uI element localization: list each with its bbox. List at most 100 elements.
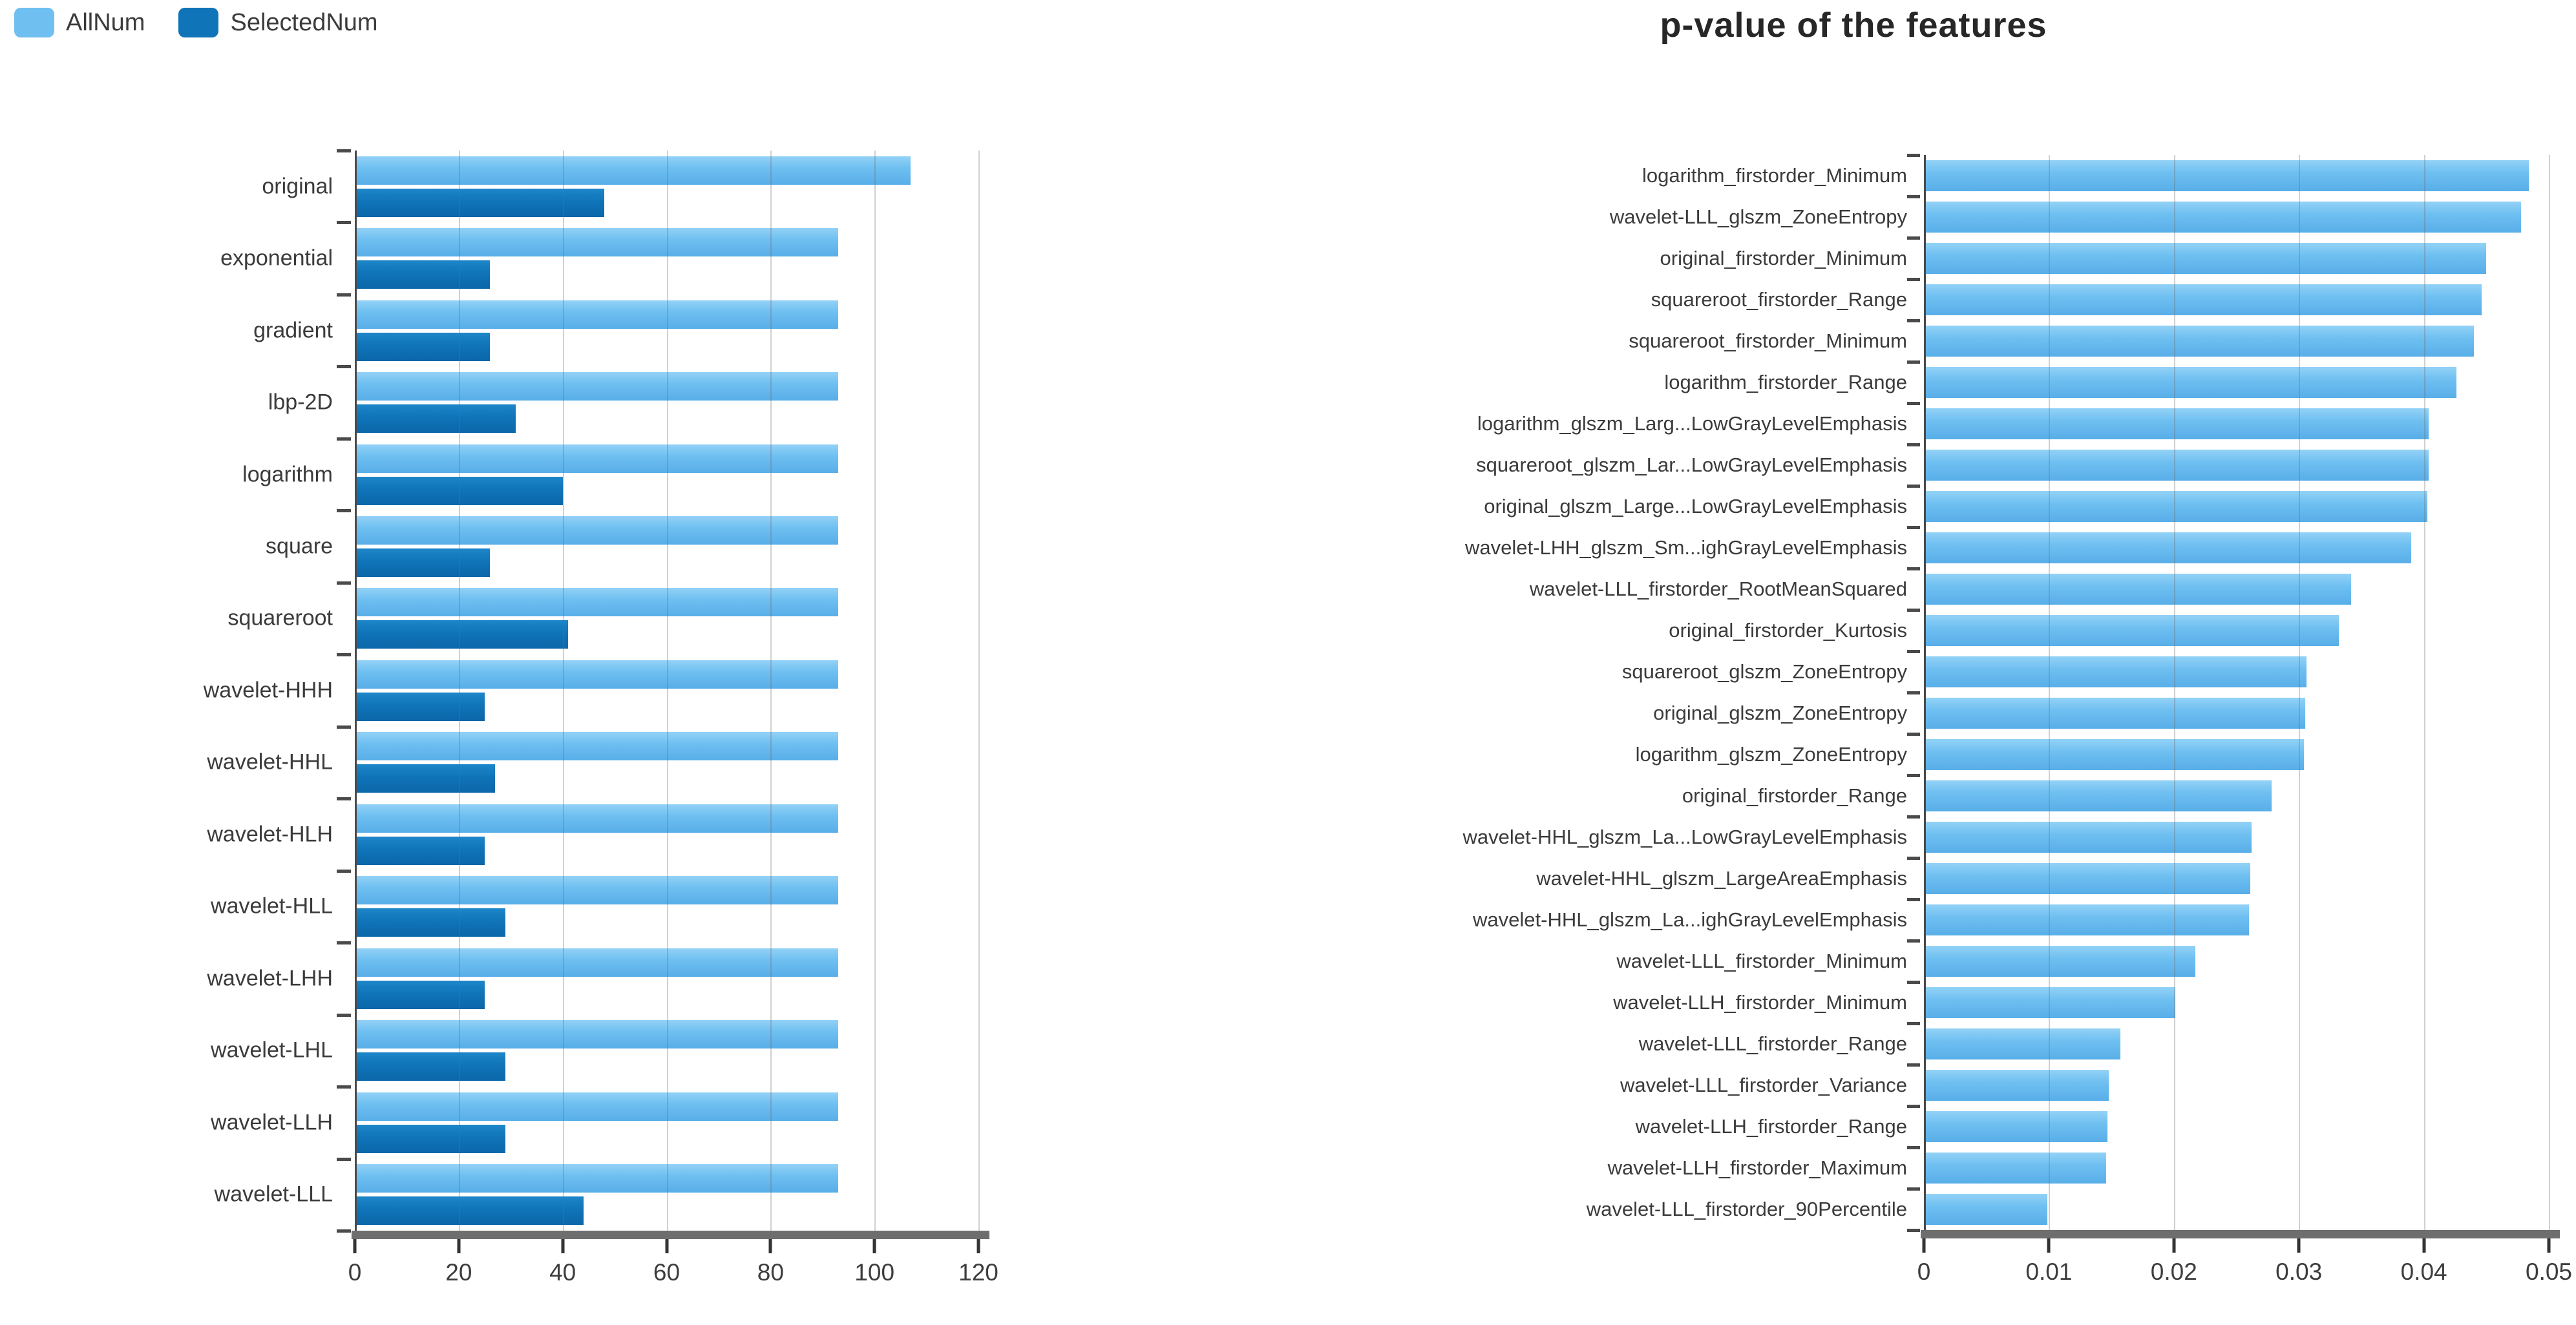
- feature-label: squareroot_glszm_Lar...LowGrayLevelEmpha…: [1476, 454, 1907, 476]
- pvalue-bar: [1924, 202, 2522, 233]
- y-axis-line: [355, 151, 357, 1231]
- selectednum-bar: [355, 476, 563, 505]
- selectednum-bar: [355, 908, 506, 937]
- category-row: square: [266, 510, 978, 582]
- feature-row: logarithm_glszm_Larg...LowGrayLevelEmpha…: [1477, 403, 2549, 444]
- y-axis-tick: [337, 293, 351, 297]
- pvalue-bar: [1924, 698, 2305, 729]
- y-axis-tick: [1907, 278, 1920, 281]
- gridline: [874, 151, 876, 1231]
- feature-label: original_glszm_ZoneEntropy: [1653, 702, 1907, 724]
- feature-label: wavelet-LLH_firstorder_Range: [1635, 1115, 1907, 1138]
- x-axis-tick-label: 0.04: [2400, 1258, 2447, 1285]
- gridline: [2549, 155, 2550, 1230]
- y-axis-tick: [1907, 402, 1920, 405]
- feature-label: wavelet-HHL_glszm_LargeAreaEmphasis: [1536, 867, 1907, 890]
- y-axis-tick: [1907, 236, 1920, 240]
- feature-label: wavelet-HHL_glszm_La...ighGrayLevelEmpha…: [1473, 908, 1907, 931]
- y-axis-tick: [1907, 360, 1920, 364]
- x-axis-tick: [457, 1239, 461, 1253]
- y-axis-tick: [337, 509, 351, 513]
- feature-label: wavelet-LLL_firstorder_Range: [1638, 1032, 1907, 1055]
- gridline: [666, 151, 668, 1231]
- allnum-swatch: [14, 8, 54, 37]
- category-row: wavelet-LHL: [211, 1014, 978, 1086]
- feature-row: wavelet-LLH_firstorder_Minimum: [1613, 982, 2549, 1023]
- category-row: squareroot: [227, 583, 978, 654]
- category-row: wavelet-HHH: [204, 654, 978, 726]
- feature-row: wavelet-LLL_firstorder_Minimum: [1616, 941, 2549, 982]
- allnum-bar: [355, 156, 911, 185]
- allnum-label: AllNum: [66, 8, 145, 36]
- x-axis-tick-label: 120: [958, 1259, 998, 1286]
- y-axis-tick: [1907, 691, 1920, 694]
- allnum-bar: [355, 444, 838, 473]
- category-row: exponential: [220, 222, 978, 294]
- feature-row: logarithm_firstorder_Minimum: [1642, 155, 2549, 196]
- category-row: wavelet-LHH: [207, 943, 978, 1014]
- y-axis-tick: [1907, 857, 1920, 860]
- selectednum-bar: [355, 620, 568, 649]
- selectednum-bar: [355, 332, 491, 361]
- gridline: [2049, 155, 2051, 1230]
- pvalue-bar: [1924, 987, 2175, 1018]
- feature-row: wavelet-LHH_glszm_Sm...ighGrayLevelEmpha…: [1465, 527, 2549, 569]
- y-axis-tick: [1907, 732, 1920, 736]
- pvalue-bar: [1924, 326, 2474, 357]
- feature-row: logarithm_glszm_ZoneEntropy: [1636, 734, 2549, 775]
- pvalue-bar: [1924, 1070, 2109, 1101]
- gridline: [562, 151, 564, 1231]
- x-axis-tick-label: 20: [445, 1259, 472, 1286]
- pvalue-bar: [1924, 615, 2339, 646]
- feature-label: wavelet-LLH_firstorder_Minimum: [1613, 991, 1907, 1014]
- feature-row: squareroot_glszm_Lar...LowGrayLevelEmpha…: [1476, 444, 2549, 486]
- feature-row: original_firstorder_Kurtosis: [1669, 610, 2549, 651]
- pvalue-bar: [1924, 160, 2529, 191]
- pvalue-bar: [1924, 284, 2482, 315]
- pvalue-bar: [1924, 243, 2487, 274]
- x-axis-tick: [1922, 1238, 1926, 1253]
- y-axis-tick: [1907, 774, 1920, 777]
- gridline: [770, 151, 772, 1231]
- pvalue-chart: logarithm_firstorder_Minimum wavelet-LLL_…: [1463, 154, 2572, 1285]
- category-label: squareroot: [227, 605, 333, 631]
- y-axis-tick: [1907, 484, 1920, 488]
- y-axis-tick: [1907, 981, 1920, 984]
- feature-label: wavelet-LLL_firstorder_Variance: [1620, 1074, 1907, 1096]
- y-axis-tick: [337, 725, 351, 729]
- pvalue-bar: [1924, 1111, 2108, 1142]
- selectednum-bar: [355, 1124, 506, 1153]
- feature-label: wavelet-HHL_glszm_La...LowGrayLevelEmpha…: [1462, 826, 1907, 848]
- feature-row: squareroot_firstorder_Minimum: [1629, 320, 2549, 362]
- x-axis-tick: [353, 1239, 357, 1253]
- feature-label: logarithm_firstorder_Minimum: [1642, 164, 1907, 187]
- category-label: wavelet-LHL: [211, 1038, 333, 1063]
- feature-label: wavelet-LLL_firstorder_RootMeanSquared: [1529, 578, 1907, 600]
- feature-row: wavelet-LLL_firstorder_RootMeanSquared: [1530, 569, 2549, 610]
- allnum-bar: [355, 660, 838, 689]
- y-axis-tick: [1907, 154, 1920, 157]
- gridline: [978, 151, 980, 1231]
- x-axis-tick: [768, 1239, 772, 1253]
- feature-label: squareroot_firstorder_Range: [1651, 288, 1907, 311]
- y-axis-tick: [1907, 1063, 1920, 1067]
- feature-row: wavelet-LLH_firstorder_Range: [1636, 1106, 2549, 1147]
- y-axis-tick: [337, 869, 351, 873]
- y-axis-tick: [337, 437, 351, 441]
- category-label: wavelet-LLH: [211, 1110, 333, 1135]
- allnum-bar: [355, 876, 838, 905]
- allnum-bar: [355, 732, 838, 761]
- legend-item-selectednum: SelectedNum: [178, 8, 378, 37]
- y-axis-tick: [1907, 318, 1920, 322]
- feature-label: logarithm_firstorder_Range: [1664, 371, 1907, 393]
- selectednum-bar: [355, 548, 491, 577]
- feature-row: wavelet-LLL_firstorder_90Percentile: [1587, 1189, 2549, 1230]
- x-axis-tick-label: 0.05: [2525, 1258, 2573, 1285]
- selectednum-swatch: [178, 8, 219, 37]
- category-label: original: [262, 174, 333, 199]
- feature-label: wavelet-LLL_glszm_ZoneEntropy: [1609, 205, 1907, 228]
- x-axis-tick-label: 40: [549, 1259, 576, 1286]
- y-axis-tick: [1907, 194, 1920, 198]
- feature-label: squareroot_glszm_ZoneEntropy: [1621, 660, 1907, 683]
- feature-label: original_glszm_Large...LowGrayLevelEmpha…: [1484, 495, 1907, 517]
